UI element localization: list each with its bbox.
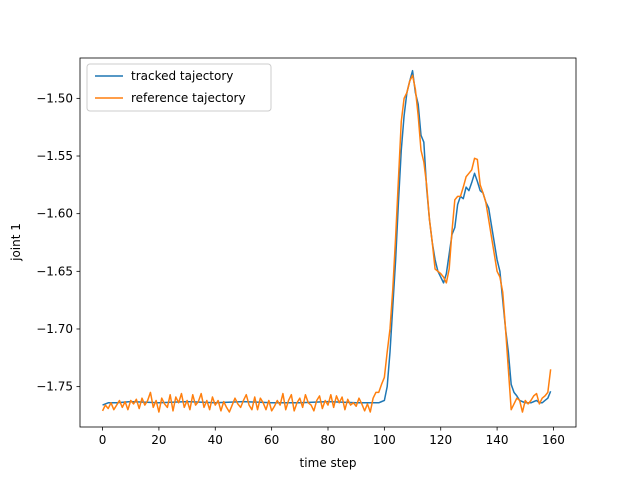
- plot-area: [80, 58, 576, 427]
- y-tick-label: −1.60: [36, 207, 73, 221]
- x-tick-label: 100: [373, 433, 396, 447]
- y-axis-label: joint 1: [9, 223, 23, 262]
- x-tick-label: 60: [264, 433, 279, 447]
- x-tick-label: 40: [208, 433, 223, 447]
- y-tick-label: −1.50: [36, 91, 73, 105]
- y-tick-label: −1.75: [36, 380, 73, 394]
- y-tick-label: −1.70: [36, 322, 73, 336]
- x-tick-label: 0: [99, 433, 107, 447]
- x-axis-ticks: 0 20 40 60 80 100 120 140 160: [99, 427, 565, 447]
- x-axis-label: time step: [300, 456, 357, 470]
- series-line-tracked: [102, 69, 552, 406]
- y-axis-ticks: −1.75 −1.70 −1.65 −1.60 −1.55 −1.50: [36, 91, 80, 394]
- series-layer: [101, 69, 552, 413]
- legend-label-reference: reference tajectory: [131, 91, 246, 105]
- plot-frame: [79, 57, 577, 428]
- x-tick-label: 140: [486, 433, 509, 447]
- legend: tracked tajectory reference tajectory: [86, 63, 272, 112]
- y-tick-label: −1.55: [36, 149, 73, 163]
- x-tick-label: 80: [320, 433, 335, 447]
- series-line-reference: [101, 74, 552, 413]
- legend-frame: [86, 63, 272, 112]
- y-tick-label: −1.65: [36, 264, 73, 278]
- x-tick-label: 20: [151, 433, 166, 447]
- legend-label-tracked: tracked tajectory: [131, 69, 233, 83]
- x-tick-label: 160: [542, 433, 565, 447]
- x-tick-label: 120: [429, 433, 452, 447]
